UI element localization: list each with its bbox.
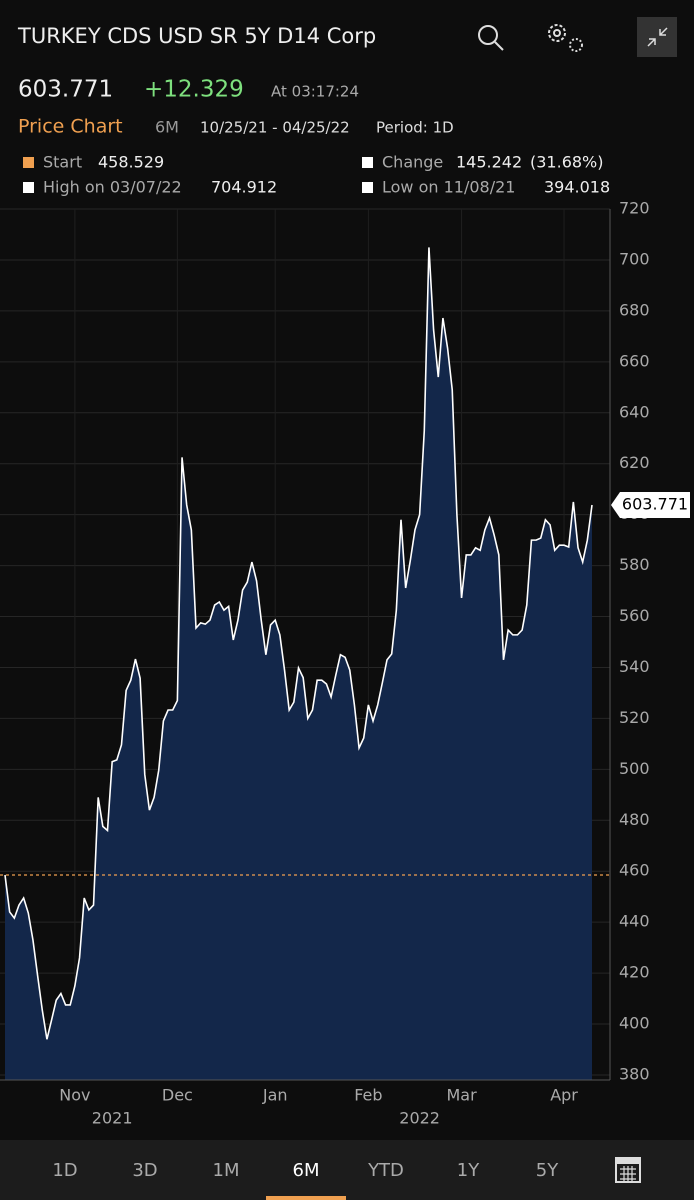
- settings-icon[interactable]: [548, 24, 583, 52]
- change-marker: [362, 157, 373, 168]
- price-line: [4, 247, 593, 1040]
- range-tab[interactable]: YTD: [367, 1160, 404, 1181]
- x-tick-label: Jan: [262, 1086, 288, 1105]
- y-tick-label: 500: [619, 759, 650, 778]
- y-tick-label: 580: [619, 555, 650, 574]
- title: TURKEY CDS USD SR 5Y D14 Corp: [17, 24, 376, 48]
- y-tick-label: 480: [619, 810, 650, 829]
- range-tab[interactable]: 1Y: [457, 1160, 480, 1181]
- y-tick-label: 520: [619, 708, 650, 727]
- change-label: Change: [382, 153, 443, 172]
- x-tick-label: Feb: [354, 1086, 382, 1105]
- change: +12.329: [144, 77, 244, 103]
- chart-label: Price Chart: [18, 116, 123, 138]
- change-value: 145.242: [456, 153, 522, 172]
- tab-bar: [0, 1140, 694, 1200]
- start-value: 458.529: [98, 153, 164, 172]
- x-tick-label: Mar: [446, 1086, 477, 1105]
- search-icon[interactable]: [478, 25, 504, 51]
- period: Period: 1D: [376, 119, 454, 137]
- y-tick-label: 400: [619, 1014, 650, 1033]
- range-tab[interactable]: 1D: [52, 1160, 77, 1181]
- y-tick-label: 560: [619, 606, 650, 625]
- price: 603.771: [18, 77, 113, 103]
- x-year-label: 2022: [399, 1109, 440, 1128]
- y-tick-label: 420: [619, 963, 650, 982]
- start-marker: [23, 157, 34, 168]
- last-price-label: 603.771: [622, 495, 688, 514]
- range: 6M: [155, 118, 179, 137]
- active-tab-underline: [266, 1196, 346, 1200]
- start-label: Start: [43, 153, 82, 172]
- low-marker: [362, 182, 373, 193]
- area-fill: [5, 247, 592, 1080]
- y-tick-label: 640: [619, 402, 650, 421]
- high-label: High on 03/07/22: [43, 178, 182, 197]
- y-tick-label: 720: [619, 199, 650, 218]
- x-tick-label: Apr: [550, 1086, 578, 1105]
- y-tick-label: 380: [619, 1065, 650, 1084]
- low-value: 394.018: [544, 178, 610, 197]
- time: At 03:17:24: [271, 83, 359, 101]
- range-tab[interactable]: 3D: [132, 1160, 157, 1181]
- y-tick-label: 620: [619, 453, 650, 472]
- high-marker: [23, 182, 34, 193]
- high-value: 704.912: [211, 178, 277, 197]
- change-pct: (31.68%): [530, 153, 604, 172]
- y-tick-label: 460: [619, 861, 650, 880]
- x-tick-label: Nov: [59, 1086, 90, 1105]
- dates: 10/25/21 - 04/25/22: [200, 119, 350, 137]
- range-tab[interactable]: 1M: [213, 1160, 240, 1181]
- y-tick-label: 540: [619, 657, 650, 676]
- range-tab[interactable]: 5Y: [536, 1160, 559, 1181]
- y-tick-label: 660: [619, 351, 650, 370]
- last-price-flag: [611, 492, 690, 519]
- y-tick-label: 680: [619, 300, 650, 319]
- range-tab[interactable]: 6M: [293, 1160, 320, 1181]
- x-year-label: 2021: [92, 1109, 133, 1128]
- y-tick-label: 700: [619, 249, 650, 268]
- calendar-icon[interactable]: [615, 1157, 641, 1183]
- x-tick-label: Dec: [162, 1086, 193, 1105]
- low-label: Low on 11/08/21: [382, 178, 515, 197]
- collapse-button[interactable]: [637, 17, 677, 57]
- y-tick-label: 440: [619, 912, 650, 931]
